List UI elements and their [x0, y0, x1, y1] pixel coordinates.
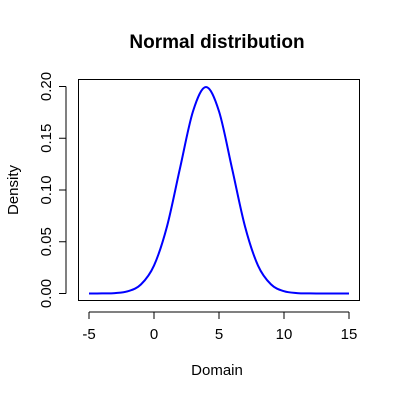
y-axis-label: Density [5, 164, 22, 215]
x-tick-label: -5 [82, 326, 95, 343]
y-axis: 0.00 0.05 0.10 0.15 0.20 [38, 72, 67, 308]
chart-title: Normal distribution [129, 32, 304, 53]
x-tick-label: 0 [150, 326, 158, 343]
y-tick-label: 0.15 [38, 124, 55, 153]
x-axis: -5 0 5 10 15 [82, 311, 358, 343]
x-axis-label: Domain [191, 362, 243, 379]
y-tick-label: 0.10 [38, 175, 55, 204]
x-tick-label: 15 [341, 326, 358, 343]
plot-frame [78, 79, 360, 301]
x-tick-label: 10 [276, 326, 293, 343]
y-tick-label: 0.05 [38, 227, 55, 256]
y-tick-label: 0.20 [38, 72, 55, 101]
y-tick-label: 0.00 [38, 279, 55, 308]
density-curve [88, 86, 349, 295]
x-tick-label: 5 [215, 326, 223, 343]
series-layer [88, 86, 349, 295]
